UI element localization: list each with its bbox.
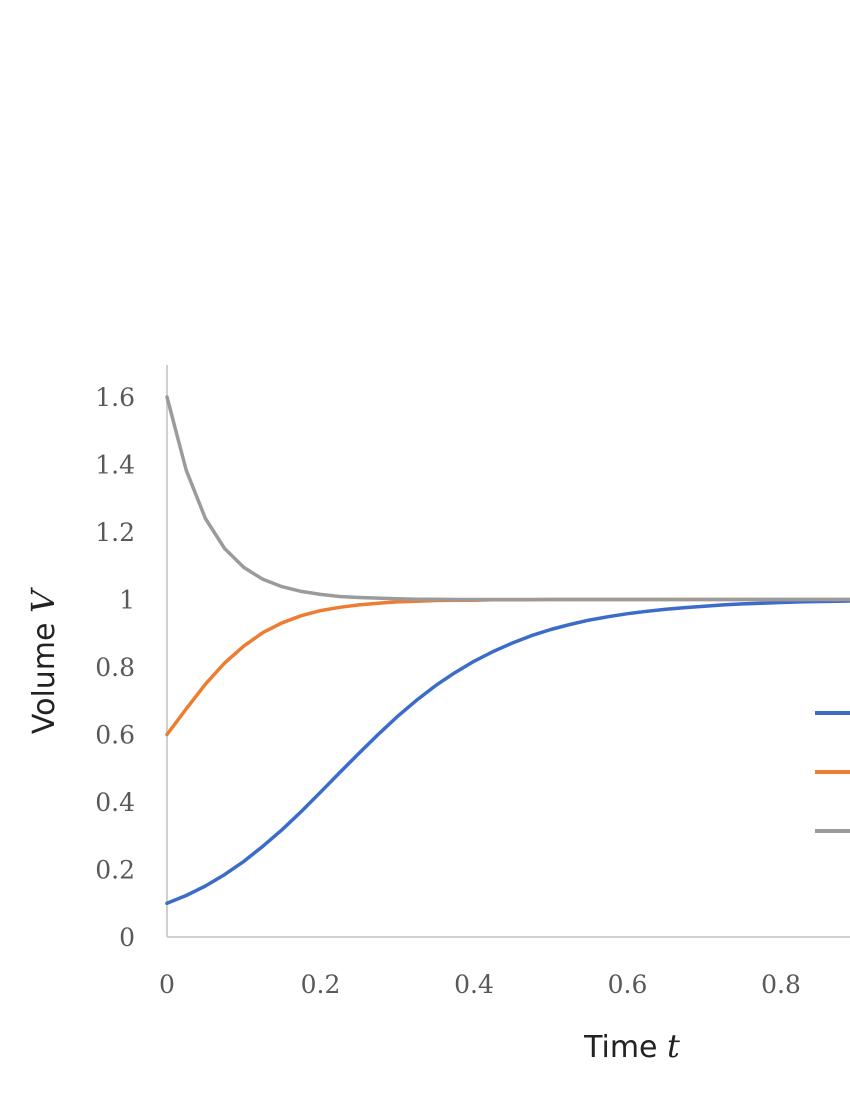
y-tick-label: 0 <box>119 923 135 952</box>
x-axis-title: Time t <box>583 1027 680 1065</box>
x-tick-labels: 0 0.2 0.4 0.6 0.8 <box>159 970 801 999</box>
legend <box>815 711 850 833</box>
axes <box>166 365 850 938</box>
y-tick-label: 0.8 <box>95 653 135 682</box>
x-tick-label: 0.2 <box>301 970 341 999</box>
x-tick-label: 0 <box>159 970 175 999</box>
series-line-3 <box>165 395 850 602</box>
y-tick-label: 0.6 <box>95 721 135 750</box>
x-tick-label: 0.4 <box>454 970 494 999</box>
series-lines <box>165 395 850 906</box>
y-tick-label: 1.2 <box>95 518 135 547</box>
y-tick-label: 1.6 <box>95 383 135 412</box>
y-axis-title: Volume V <box>24 587 62 734</box>
x-axis-title-text: Time <box>583 1030 667 1065</box>
x-axis-variable: t <box>667 1027 680 1065</box>
y-tick-labels: 0 0.2 0.4 0.6 0.8 1 1.2 1.4 1.6 <box>95 383 135 952</box>
x-tick-label: 0.8 <box>761 970 801 999</box>
y-axis-variable: V <box>24 587 62 613</box>
y-tick-label: 1 <box>119 586 135 615</box>
x-tick-label: 0.6 <box>608 970 648 999</box>
series-line-1 <box>165 599 850 906</box>
y-axis-title-text: Volume <box>27 613 62 734</box>
y-tick-label: 0.4 <box>95 788 135 817</box>
y-tick-label: 0.2 <box>95 856 135 885</box>
y-tick-label: 1.4 <box>95 451 135 480</box>
series-line-2 <box>165 597 850 737</box>
